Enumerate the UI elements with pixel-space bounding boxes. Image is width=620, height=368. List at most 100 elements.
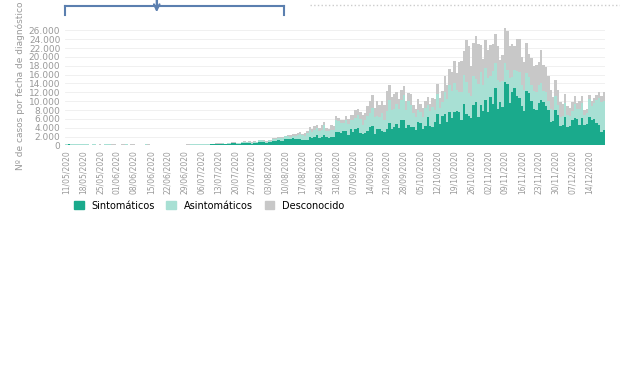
Bar — [366, 106, 369, 116]
Bar — [463, 75, 465, 104]
Bar — [412, 105, 415, 113]
Bar — [448, 69, 451, 85]
Bar — [407, 101, 410, 125]
Bar — [467, 93, 470, 116]
Bar — [557, 90, 559, 105]
Bar — [453, 61, 456, 83]
Bar — [407, 93, 410, 101]
Bar — [250, 144, 253, 145]
Y-axis label: Nº de casos por fecha de diagnóstico: Nº de casos por fecha de diagnóstico — [15, 1, 25, 170]
Bar — [526, 73, 528, 91]
Bar — [581, 96, 583, 103]
Bar — [268, 142, 270, 145]
Bar — [475, 79, 477, 102]
Bar — [598, 98, 600, 125]
Bar — [342, 120, 345, 123]
Bar — [451, 118, 453, 145]
Bar — [231, 142, 234, 143]
Bar — [446, 85, 448, 99]
Bar — [410, 93, 412, 105]
Bar — [333, 130, 335, 137]
Bar — [571, 102, 574, 111]
Bar — [277, 138, 280, 140]
Bar — [330, 125, 333, 130]
Bar — [458, 92, 461, 112]
Bar — [313, 130, 316, 137]
Bar — [263, 140, 265, 141]
Bar — [443, 92, 446, 114]
Bar — [590, 120, 593, 145]
Bar — [342, 131, 345, 145]
Bar — [526, 43, 528, 73]
Bar — [340, 133, 342, 145]
Bar — [477, 84, 480, 117]
Bar — [547, 100, 549, 110]
Bar — [296, 133, 299, 135]
Bar — [434, 110, 436, 121]
Bar — [249, 143, 250, 145]
Bar — [461, 61, 463, 92]
Bar — [388, 100, 391, 123]
Bar — [523, 63, 526, 91]
Bar — [502, 55, 504, 81]
Bar — [383, 132, 386, 145]
Bar — [603, 102, 605, 130]
Bar — [506, 84, 508, 145]
Bar — [439, 98, 441, 109]
Bar — [559, 117, 562, 126]
Bar — [487, 78, 489, 112]
Bar — [451, 72, 453, 91]
Bar — [268, 139, 270, 141]
Bar — [465, 82, 467, 114]
Bar — [448, 85, 451, 112]
Bar — [415, 109, 417, 117]
Bar — [487, 112, 489, 145]
Bar — [366, 116, 369, 131]
Bar — [210, 144, 212, 145]
Bar — [405, 110, 407, 128]
Bar — [415, 130, 417, 145]
Bar — [265, 141, 268, 142]
Bar — [330, 137, 333, 145]
Bar — [530, 85, 533, 101]
Bar — [371, 95, 374, 109]
Bar — [299, 132, 301, 134]
Bar — [374, 117, 376, 134]
Bar — [405, 101, 407, 110]
Bar — [275, 138, 277, 139]
Bar — [405, 128, 407, 145]
Bar — [419, 112, 422, 123]
Bar — [484, 100, 487, 145]
Bar — [376, 116, 378, 129]
Bar — [477, 117, 480, 145]
Bar — [499, 102, 502, 145]
Bar — [386, 130, 388, 145]
Bar — [316, 124, 318, 128]
Bar — [480, 72, 482, 105]
Bar — [492, 104, 494, 145]
Bar — [578, 109, 581, 125]
Bar — [391, 129, 393, 145]
Bar — [364, 120, 366, 133]
Bar — [564, 103, 567, 117]
Bar — [396, 124, 398, 145]
Bar — [432, 127, 434, 145]
Bar — [603, 92, 605, 102]
Bar — [342, 123, 345, 131]
Bar — [567, 114, 569, 127]
Bar — [504, 63, 506, 82]
Bar — [516, 39, 518, 71]
Bar — [412, 127, 415, 145]
Bar — [287, 135, 290, 136]
Bar — [265, 143, 268, 145]
Bar — [497, 46, 499, 80]
Bar — [70, 144, 73, 145]
Bar — [378, 130, 381, 145]
Bar — [432, 98, 434, 107]
Bar — [535, 92, 538, 110]
Bar — [441, 102, 443, 116]
Bar — [253, 141, 255, 142]
Bar — [371, 109, 374, 126]
Bar — [355, 110, 356, 118]
Bar — [542, 102, 545, 145]
